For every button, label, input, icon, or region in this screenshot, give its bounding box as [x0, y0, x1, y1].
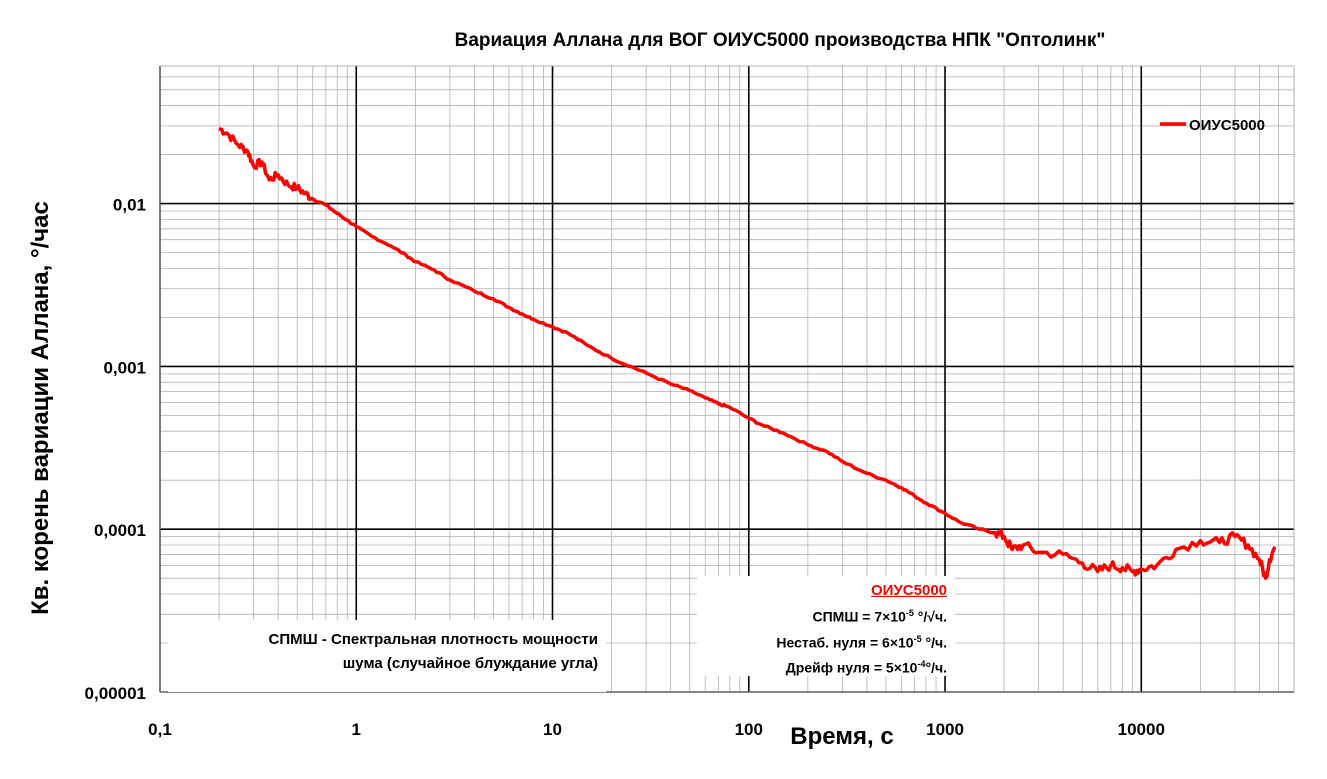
spec-drift-unit: °/ч. [925, 659, 947, 676]
major-grid [159, 65, 1295, 693]
legend: ОИУС5000 [1160, 117, 1265, 134]
spec-arw-label: СПМШ = 7×10 [812, 608, 906, 625]
spec-bias-unit: °/ч. [921, 634, 947, 651]
spmsh-note-line2: шума (случайное блуждание угла) [342, 655, 598, 672]
spec-header: ОИУС5000 [871, 582, 947, 599]
spmsh-note-line1: СПМШ - Спектральная плотность мощности [268, 631, 598, 648]
spmsh-note: СПМШ - Спектральная плотность мощности ш… [168, 620, 606, 692]
legend-label: ОИУС5000 [1189, 117, 1265, 134]
spec-drift: Дрейф нуля = 5×10-4°/ч. [697, 653, 947, 679]
x-tick-label: 1000 [926, 720, 964, 739]
series-layer [218, 126, 1277, 580]
y-tick-label: 0,00001 [85, 684, 146, 703]
chart-title: Вариация Аллана для ВОГ ОИУС5000 произво… [455, 30, 1106, 51]
spec-bias-exp: -5 [913, 633, 922, 644]
y-tick-label: 0,0001 [94, 521, 146, 540]
spec-arw-unit: °/√ч. [913, 608, 947, 625]
tick-labels: 0,1 1 10 100 1000 10000 0,01 0,001 0,0001 0,00001 [85, 196, 1165, 739]
x-tick-label: 100 [735, 720, 763, 739]
x-tick-label: 1 [352, 720, 361, 739]
spec-bias: Нестаб. нуля = 6×10-5 °/ч. [697, 628, 947, 654]
spec-bias-label: Нестаб. нуля = 6×10 [776, 634, 914, 651]
x-tick-label: 0,1 [148, 720, 172, 739]
x-tick-label: 10 [543, 720, 562, 739]
spec-drift-label: Дрейф нуля = 5×10 [785, 659, 918, 676]
x-tick-label: 10000 [1118, 720, 1165, 739]
spec-box: ОИУС5000 СПМШ = 7×10-5 °/√ч. Нестаб. нул… [697, 576, 955, 676]
plot-area-border [159, 65, 1295, 693]
spec-drift-exp: -4 [917, 659, 926, 670]
y-tick-label: 0,01 [113, 196, 146, 215]
spec-arw-exp: -5 [905, 608, 914, 618]
y-axis-label: Кв. корень вариации Аллана, °/час [27, 201, 54, 615]
series-line-oius5000 [218, 126, 1277, 580]
spec-arw: СПМШ = 7×10-5 °/√ч. [697, 602, 947, 628]
y-tick-label: 0,001 [103, 358, 146, 377]
x-axis-label: Время, с [790, 723, 893, 750]
